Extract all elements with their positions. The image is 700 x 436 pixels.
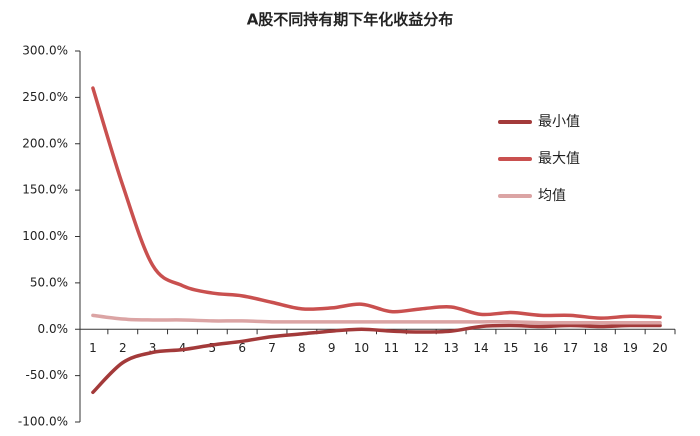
x-tick-label: 11 [384, 341, 399, 355]
x-tick-label: 20 [652, 341, 667, 355]
x-tick-label: 10 [354, 341, 369, 355]
y-tick-label: 50.0% [30, 275, 68, 289]
x-tick-label: 1 [89, 341, 97, 355]
x-tick-label: 12 [414, 341, 429, 355]
legend-label: 最小值 [538, 114, 580, 130]
chart-title: A股不同持有期下年化收益分布 [247, 11, 454, 29]
x-tick-label: 8 [298, 341, 306, 355]
y-tick-label: 100.0% [22, 229, 68, 243]
y-tick-label: -50.0% [26, 368, 68, 382]
x-tick-label: 5 [209, 341, 217, 355]
line-series [91, 313, 662, 325]
y-tick-label: 150.0% [22, 183, 68, 197]
legend-label: 最大值 [538, 151, 580, 167]
line-series [91, 86, 662, 320]
x-tick-label: 7 [268, 341, 276, 355]
x-tick-label: 9 [328, 341, 336, 355]
y-tick-label: -100.0% [18, 415, 68, 429]
x-tick-label: 3 [149, 341, 157, 355]
x-tick-label: 17 [563, 341, 578, 355]
y-tick-label: 300.0% [22, 44, 68, 58]
legend-label: 均值 [538, 188, 566, 204]
y-tick-label: 250.0% [22, 90, 68, 104]
line-series [91, 323, 662, 395]
x-tick-label: 13 [443, 341, 458, 355]
x-tick-label: 4 [179, 341, 187, 355]
x-tick-label: 19 [623, 341, 638, 355]
x-tick-label: 18 [593, 341, 608, 355]
x-tick-label: 15 [503, 341, 518, 355]
y-tick-label: 0.0% [38, 322, 69, 336]
y-tick-label: 200.0% [22, 136, 68, 150]
x-tick-label: 2 [119, 341, 127, 355]
x-tick-label: 6 [238, 341, 246, 355]
x-tick-label: 16 [533, 341, 548, 355]
x-tick-label: 14 [473, 341, 488, 355]
